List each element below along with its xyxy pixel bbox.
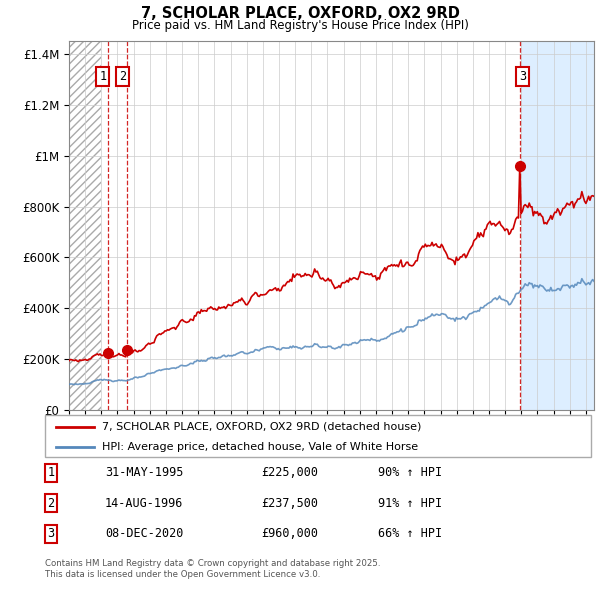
- FancyBboxPatch shape: [45, 415, 591, 457]
- Text: £960,000: £960,000: [261, 527, 318, 540]
- Text: 2: 2: [47, 497, 55, 510]
- Text: Contains HM Land Registry data © Crown copyright and database right 2025.
This d: Contains HM Land Registry data © Crown c…: [45, 559, 380, 579]
- Text: 1: 1: [100, 70, 106, 83]
- Text: 7, SCHOLAR PLACE, OXFORD, OX2 9RD: 7, SCHOLAR PLACE, OXFORD, OX2 9RD: [140, 6, 460, 21]
- Text: 91% ↑ HPI: 91% ↑ HPI: [378, 497, 442, 510]
- Text: 31-MAY-1995: 31-MAY-1995: [105, 466, 184, 479]
- Text: 2: 2: [119, 70, 126, 83]
- Text: 66% ↑ HPI: 66% ↑ HPI: [378, 527, 442, 540]
- Text: 7, SCHOLAR PLACE, OXFORD, OX2 9RD (detached house): 7, SCHOLAR PLACE, OXFORD, OX2 9RD (detac…: [103, 422, 422, 432]
- Text: Price paid vs. HM Land Registry's House Price Index (HPI): Price paid vs. HM Land Registry's House …: [131, 19, 469, 32]
- Text: HPI: Average price, detached house, Vale of White Horse: HPI: Average price, detached house, Vale…: [103, 442, 418, 451]
- Text: £225,000: £225,000: [261, 466, 318, 479]
- Bar: [69, 41, 101, 410]
- Text: 14-AUG-1996: 14-AUG-1996: [105, 497, 184, 510]
- Bar: [521, 41, 594, 410]
- Text: 90% ↑ HPI: 90% ↑ HPI: [378, 466, 442, 479]
- Text: 1: 1: [47, 466, 55, 479]
- Text: 3: 3: [520, 70, 526, 83]
- Text: 08-DEC-2020: 08-DEC-2020: [105, 527, 184, 540]
- Text: £237,500: £237,500: [261, 497, 318, 510]
- Text: 3: 3: [47, 527, 55, 540]
